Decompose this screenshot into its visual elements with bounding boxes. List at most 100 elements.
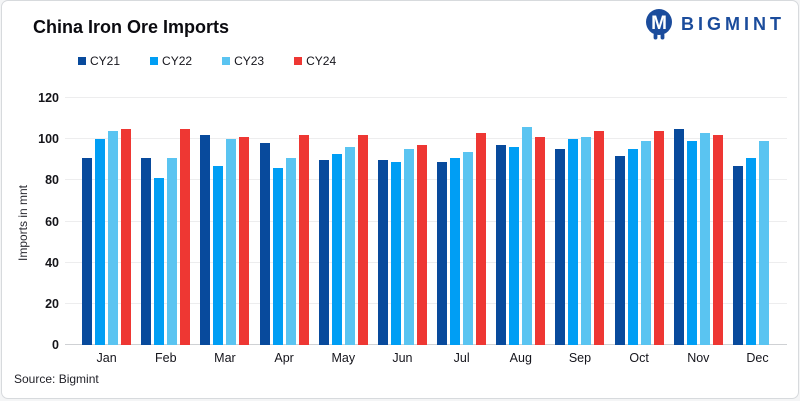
x-tick-jan: Jan	[96, 351, 117, 365]
bar-cy24-jan[interactable]	[121, 128, 132, 345]
bar-cy21-apr[interactable]	[259, 143, 270, 345]
bar-cy22-jan[interactable]	[95, 139, 106, 345]
gridline-120	[65, 97, 787, 98]
bar-cy23-mar[interactable]	[226, 139, 237, 345]
bar-cy22-jun[interactable]	[390, 161, 401, 345]
bar-cy24-jun[interactable]	[416, 145, 427, 345]
bar-cy24-aug[interactable]	[535, 137, 546, 345]
bar-group-nov	[669, 98, 728, 345]
bar-group-aug	[491, 98, 550, 345]
x-tick-jun: Jun	[392, 351, 413, 365]
x-tick-oct: Oct	[629, 351, 649, 365]
bar-cy21-nov[interactable]	[673, 128, 684, 345]
legend-label: CY21	[90, 54, 121, 68]
bar-group-apr	[255, 98, 314, 345]
bar-cy22-feb[interactable]	[154, 178, 165, 345]
legend-item-cy21[interactable]: CY21	[78, 54, 120, 68]
x-tick-jul: Jul	[453, 351, 470, 365]
chart-title: China Iron Ore Imports	[33, 17, 230, 37]
y-tick-0: 0	[52, 338, 59, 352]
y-tick-60: 60	[45, 214, 59, 229]
bar-cy24-may[interactable]	[357, 135, 368, 345]
bar-cy21-oct[interactable]	[614, 155, 625, 345]
bar-cy23-sep[interactable]	[581, 137, 592, 345]
bar-cy23-oct[interactable]	[640, 141, 651, 345]
bar-group-jan	[77, 98, 136, 345]
bar-cy24-jul[interactable]	[476, 133, 487, 345]
legend-item-cy23[interactable]: CY23	[222, 54, 264, 68]
bar-cy22-may[interactable]	[331, 153, 342, 345]
bar-cy24-mar[interactable]	[239, 137, 250, 345]
bar-cy22-aug[interactable]	[509, 147, 520, 345]
bar-cy21-jun[interactable]	[377, 159, 388, 345]
x-tick-aug: Aug	[509, 351, 532, 365]
bar-cy23-nov[interactable]	[699, 133, 710, 345]
bar-cy22-jul[interactable]	[450, 157, 461, 345]
legend-swatch-cy23	[222, 57, 231, 65]
x-tick-sep: Sep	[568, 351, 592, 365]
y-tick-120: 120	[38, 91, 59, 105]
bar-group-feb	[136, 98, 195, 345]
x-tick-may: May	[331, 351, 356, 365]
bar-group-sep	[550, 98, 609, 345]
x-tick-feb: Feb	[154, 351, 177, 365]
bar-cy22-sep[interactable]	[568, 139, 579, 345]
legend-item-cy24[interactable]: CY24	[294, 54, 336, 68]
bar-group-may	[314, 98, 373, 345]
bar-group-jul	[432, 98, 491, 345]
bar-cy21-jul[interactable]	[437, 161, 448, 345]
bar-cy21-jan[interactable]	[82, 157, 93, 345]
bar-cy21-may[interactable]	[318, 159, 329, 345]
y-axis-tick-labels: 0 20 40 60 80 100 120	[2, 91, 59, 352]
y-tick-40: 40	[45, 255, 59, 270]
legend-swatch-cy22	[150, 57, 159, 65]
bar-cy21-dec[interactable]	[732, 165, 743, 345]
bar-cy21-aug[interactable]	[496, 145, 507, 345]
legend-label: CY23	[234, 54, 265, 68]
bar-group-oct	[610, 98, 669, 345]
bar-cy23-may[interactable]	[344, 147, 355, 345]
legend-label: CY24	[306, 54, 337, 68]
bar-cy23-jun[interactable]	[403, 149, 414, 345]
bar-cy22-apr[interactable]	[272, 167, 283, 345]
bar-cy23-jul[interactable]	[463, 151, 474, 345]
x-tick-mar: Mar	[214, 351, 236, 365]
bar-group-dec	[728, 98, 787, 345]
legend-swatch-cy24	[294, 57, 303, 65]
bar-cy24-nov[interactable]	[712, 135, 723, 345]
y-tick-80: 80	[45, 173, 59, 188]
bar-cy23-dec[interactable]	[758, 141, 769, 345]
bar-cy21-feb[interactable]	[141, 157, 152, 345]
bar-cy24-feb[interactable]	[180, 128, 191, 345]
x-tick-apr: Apr	[274, 351, 294, 365]
x-tick-nov: Nov	[687, 351, 710, 365]
y-tick-100: 100	[38, 132, 59, 147]
bar-groups	[77, 98, 787, 345]
bar-cy24-sep[interactable]	[594, 130, 605, 345]
bar-cy22-mar[interactable]	[213, 165, 224, 345]
bar-cy22-dec[interactable]	[745, 157, 756, 345]
x-tick-dec: Dec	[746, 351, 769, 365]
bar-cy22-oct[interactable]	[627, 149, 638, 345]
bar-cy24-apr[interactable]	[298, 135, 309, 345]
bar-group-mar	[195, 98, 254, 345]
legend-item-cy22[interactable]: CY22	[150, 54, 192, 68]
bar-cy22-nov[interactable]	[686, 141, 697, 345]
bar-cy23-jan[interactable]	[108, 130, 119, 345]
bar-cy24-oct[interactable]	[653, 130, 664, 345]
legend-label: CY22	[162, 54, 193, 68]
x-axis-labels: Jan Feb Mar Apr May Jun Jul Aug Sep Oct Nov Dec	[77, 351, 787, 365]
bar-cy21-sep[interactable]	[555, 149, 566, 345]
bigmint-logo: M BIGMINT	[644, 8, 785, 41]
bar-cy23-aug[interactable]	[522, 126, 533, 345]
bigmint-m-icon: M	[644, 8, 674, 41]
bar-cy23-feb[interactable]	[167, 157, 178, 345]
bar-cy23-apr[interactable]	[285, 157, 296, 345]
bar-cy21-mar[interactable]	[200, 135, 211, 345]
bar-group-jun	[373, 98, 432, 345]
legend-swatch-cy21	[78, 57, 86, 65]
bigmint-logo-text: BIGMINT	[681, 14, 785, 34]
y-tick-20: 20	[45, 296, 59, 311]
svg-text:M: M	[651, 13, 667, 34]
